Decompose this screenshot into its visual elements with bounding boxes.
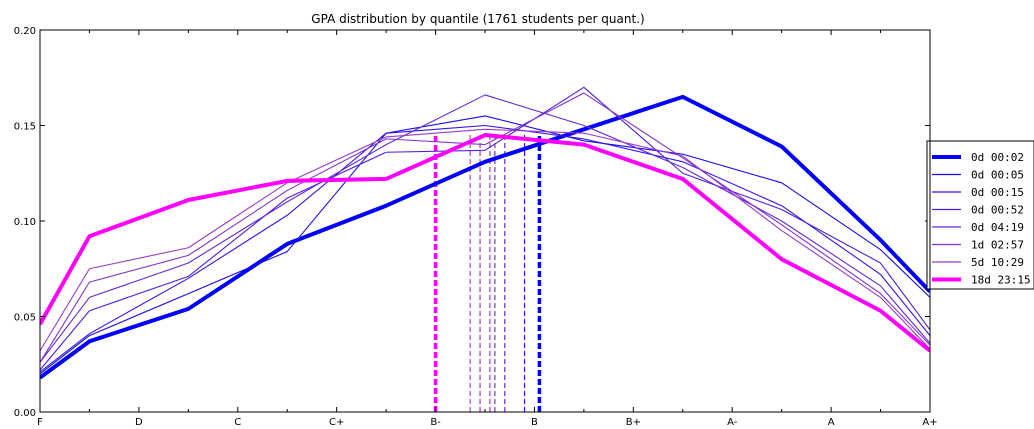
x-tick-label: C+ xyxy=(329,417,344,428)
plot-area xyxy=(40,86,930,412)
legend-label: 0d 00:02 xyxy=(971,151,1024,164)
series-line xyxy=(40,92,930,363)
x-tick-label: D xyxy=(135,417,143,428)
x-axis: F D C C+ B- B B+ A- A A+ xyxy=(37,30,938,428)
x-tick-label: B- xyxy=(430,417,441,428)
legend: 0d 00:02 0d 00:05 0d 00:15 0d 00:52 0d 04:19… xyxy=(926,140,1034,290)
legend-label: 0d 00:05 xyxy=(971,169,1024,182)
legend-label: 0d 00:52 xyxy=(971,204,1024,217)
legend-label: 5d 10:29 xyxy=(971,256,1024,269)
series-line xyxy=(40,124,930,373)
legend-label: 0d 00:15 xyxy=(971,186,1024,199)
legend-label: 18d 23:15 xyxy=(971,274,1031,287)
series-line xyxy=(40,94,930,380)
y-tick-label: 0.15 xyxy=(14,122,36,133)
series-line xyxy=(40,115,930,375)
series-line xyxy=(40,133,930,353)
x-tick-label: A- xyxy=(727,417,738,428)
series-line xyxy=(40,94,930,363)
y-tick-label: 0.20 xyxy=(14,26,36,37)
plot-frame xyxy=(39,29,931,413)
x-tick-label: A xyxy=(828,417,835,428)
x-tick-label: B+ xyxy=(626,417,641,428)
x-tick-label: C xyxy=(234,417,241,428)
x-tick-label: F xyxy=(37,417,43,428)
legend-label: 0d 04:19 xyxy=(971,221,1024,234)
x-tick-label: B xyxy=(531,417,538,428)
chart-title: GPA distribution by quantile (1761 stude… xyxy=(311,12,644,26)
y-tick-label: 0.05 xyxy=(14,313,36,324)
legend-box xyxy=(926,140,1034,290)
y-axis: 0.00 0.05 0.10 0.15 0.20 xyxy=(14,26,930,419)
y-tick-label: 0.10 xyxy=(14,217,36,228)
series-line xyxy=(40,128,930,352)
series-line xyxy=(40,86,930,371)
y-tick-label: 0.00 xyxy=(14,408,36,419)
legend-label: 1d 02:57 xyxy=(971,239,1024,252)
x-tick-label: A+ xyxy=(922,417,937,428)
